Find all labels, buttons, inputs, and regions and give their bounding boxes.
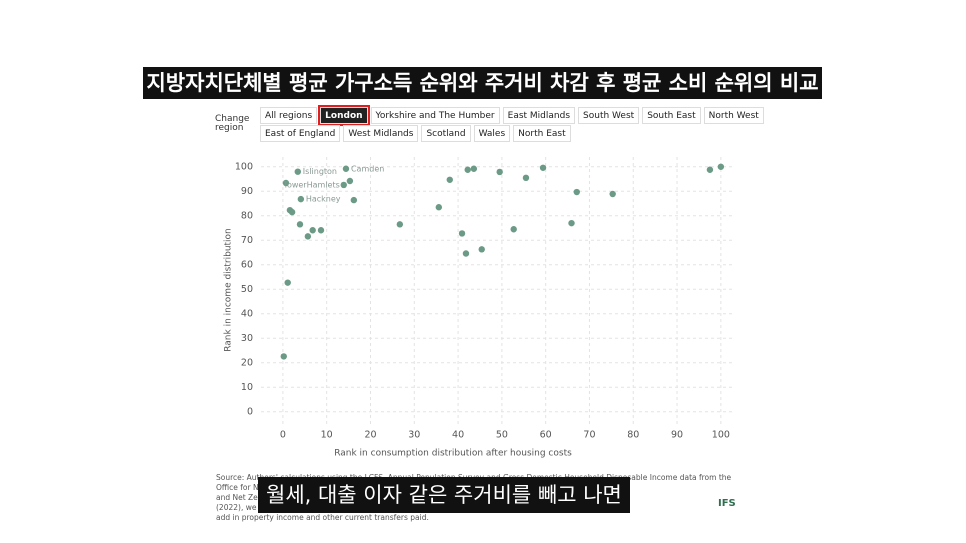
x-tick-label: 100	[712, 430, 730, 441]
logo: IFS	[718, 498, 736, 509]
point	[280, 353, 287, 360]
y-tick-label: 70	[241, 235, 253, 246]
point	[350, 196, 358, 204]
point	[282, 179, 290, 187]
point	[342, 165, 350, 172]
y-tick-label: 90	[241, 186, 253, 197]
x-tick-label: 30	[408, 430, 420, 441]
point	[446, 176, 453, 183]
y-tick-label: 10	[241, 382, 253, 393]
y-tick-label: 30	[241, 333, 253, 344]
region-button[interactable]: All regions	[260, 107, 318, 124]
y-tick-label: 60	[241, 259, 253, 270]
x-tick-label: 80	[627, 430, 639, 441]
point	[317, 227, 325, 234]
point-label: Islington	[303, 167, 337, 176]
point	[706, 166, 714, 173]
region-button[interactable]: East Midlands	[502, 107, 576, 124]
point	[297, 195, 305, 203]
region-button[interactable]: North West	[703, 107, 764, 124]
point	[294, 168, 301, 175]
region-button[interactable]: South East	[642, 107, 701, 124]
y-tick-label: 80	[241, 210, 253, 221]
point	[288, 208, 296, 216]
point	[458, 230, 466, 237]
y-tick-label: 40	[241, 308, 253, 319]
y-axis-label: Rank in income distribution	[224, 228, 234, 352]
source-line: add in property income and other current…	[216, 513, 429, 522]
region-button[interactable]: North East	[513, 125, 571, 142]
point	[478, 246, 485, 253]
x-tick-label: 20	[364, 430, 376, 441]
y-tick-label: 0	[247, 406, 253, 417]
region-button[interactable]: West Midlands	[343, 125, 419, 142]
point	[304, 233, 312, 240]
point	[470, 165, 478, 172]
point	[309, 227, 316, 234]
point	[462, 250, 470, 257]
subtitle-caption: 월세, 대출 이자 같은 주거비를 빼고 나면	[258, 477, 630, 513]
x-tick-label: 10	[321, 430, 333, 441]
point	[296, 221, 304, 228]
point	[539, 164, 547, 171]
x-axis-label: Rank in consumption distribution after h…	[334, 449, 572, 459]
point	[568, 219, 575, 227]
point-label: Camden	[351, 164, 384, 173]
point	[346, 177, 354, 185]
control-label: Change region	[215, 114, 250, 133]
point	[340, 181, 347, 189]
source-line: and Net Ze	[216, 493, 258, 502]
x-tick-label: 90	[671, 430, 683, 441]
point-label: Hackney	[306, 195, 341, 204]
region-button[interactable]: Yorkshire and The Humber	[370, 107, 500, 124]
point	[573, 188, 580, 196]
region-button[interactable]: East of England	[260, 125, 341, 142]
x-tick-label: 0	[280, 430, 286, 441]
y-tick-label: 50	[241, 284, 253, 295]
point	[396, 221, 404, 228]
region-button[interactable]: Wales	[473, 125, 511, 142]
x-tick-label: 60	[540, 430, 552, 441]
x-tick-label: 40	[452, 430, 464, 441]
point	[522, 174, 530, 182]
source-line: (2022), we	[216, 503, 257, 512]
point	[496, 168, 503, 176]
y-tick-label: 20	[241, 357, 253, 368]
x-tick-label: 50	[496, 430, 508, 441]
y-tick-label: 100	[235, 161, 253, 172]
point	[435, 204, 443, 211]
point	[609, 190, 616, 198]
source-line: Office for N	[216, 483, 259, 492]
x-tick-label: 70	[583, 430, 595, 441]
region-button[interactable]: Scotland	[421, 125, 471, 142]
title-banner: 지방자치단체별 평균 가구소득 순위와 주거비 차감 후 평균 소비 순위의 비…	[143, 67, 822, 99]
point	[284, 279, 291, 286]
point-label: TowerHamlets	[282, 180, 339, 189]
point	[510, 226, 517, 233]
region-button[interactable]: London	[318, 105, 370, 126]
region-button[interactable]: South West	[578, 107, 640, 124]
point	[717, 163, 725, 170]
point	[464, 166, 471, 173]
